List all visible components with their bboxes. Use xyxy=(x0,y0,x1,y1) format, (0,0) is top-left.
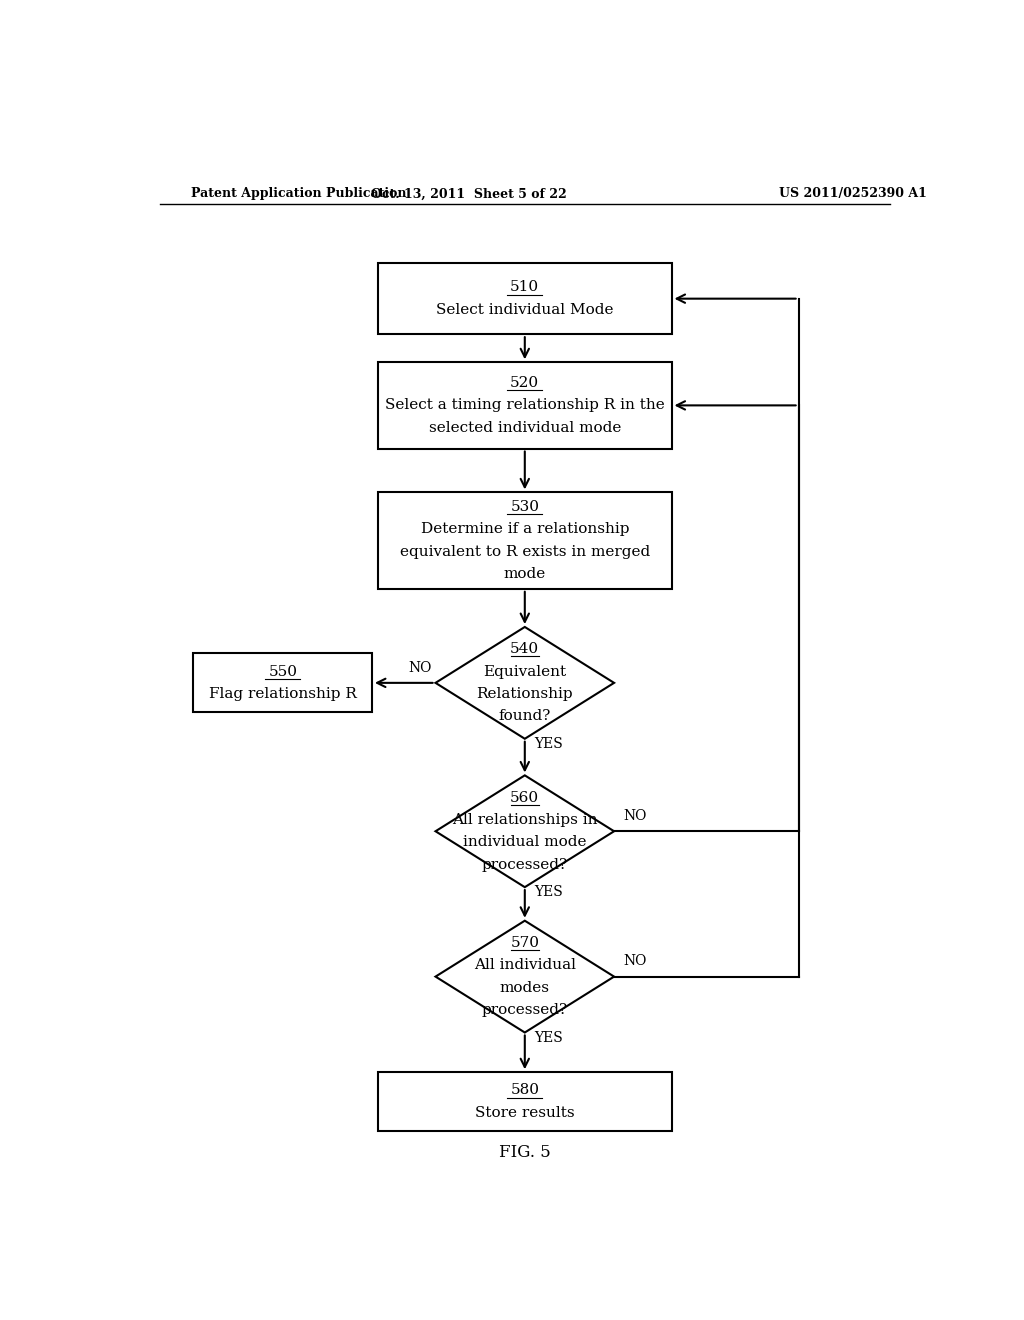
Text: US 2011/0252390 A1: US 2011/0252390 A1 xyxy=(778,187,927,201)
FancyBboxPatch shape xyxy=(378,492,672,589)
Text: 560: 560 xyxy=(510,791,540,805)
Text: 580: 580 xyxy=(510,1084,540,1097)
Polygon shape xyxy=(435,921,614,1032)
Text: individual mode: individual mode xyxy=(463,836,587,850)
Text: All individual: All individual xyxy=(474,958,575,973)
Text: Flag relationship R: Flag relationship R xyxy=(209,686,356,701)
Text: processed?: processed? xyxy=(481,1003,568,1018)
Text: 520: 520 xyxy=(510,376,540,389)
Text: 570: 570 xyxy=(510,936,540,950)
FancyBboxPatch shape xyxy=(194,653,372,713)
Text: equivalent to R exists in merged: equivalent to R exists in merged xyxy=(399,545,650,558)
Text: Store results: Store results xyxy=(475,1106,574,1119)
Text: mode: mode xyxy=(504,568,546,581)
Text: NO: NO xyxy=(409,660,431,675)
Text: found?: found? xyxy=(499,709,551,723)
Text: FIG. 5: FIG. 5 xyxy=(499,1144,551,1160)
Text: YES: YES xyxy=(535,886,563,899)
Text: Patent Application Publication: Patent Application Publication xyxy=(191,187,407,201)
FancyBboxPatch shape xyxy=(378,263,672,334)
Text: NO: NO xyxy=(624,954,647,969)
FancyBboxPatch shape xyxy=(378,1072,672,1131)
Text: 510: 510 xyxy=(510,280,540,294)
Text: Determine if a relationship: Determine if a relationship xyxy=(421,523,629,536)
Text: NO: NO xyxy=(624,809,647,822)
Text: YES: YES xyxy=(535,1031,563,1044)
Text: modes: modes xyxy=(500,981,550,995)
Text: Oct. 13, 2011  Sheet 5 of 22: Oct. 13, 2011 Sheet 5 of 22 xyxy=(372,187,567,201)
Text: processed?: processed? xyxy=(481,858,568,871)
Text: Relationship: Relationship xyxy=(476,686,573,701)
Polygon shape xyxy=(435,775,614,887)
FancyBboxPatch shape xyxy=(378,362,672,449)
Text: All relationships in: All relationships in xyxy=(452,813,598,828)
Polygon shape xyxy=(435,627,614,739)
Text: 530: 530 xyxy=(510,500,540,513)
Text: 540: 540 xyxy=(510,643,540,656)
Text: Select individual Mode: Select individual Mode xyxy=(436,302,613,317)
Text: Select a timing relationship R in the: Select a timing relationship R in the xyxy=(385,399,665,412)
Text: selected individual mode: selected individual mode xyxy=(429,421,621,434)
Text: 550: 550 xyxy=(268,665,297,678)
Text: YES: YES xyxy=(535,737,563,751)
Text: Equivalent: Equivalent xyxy=(483,665,566,678)
